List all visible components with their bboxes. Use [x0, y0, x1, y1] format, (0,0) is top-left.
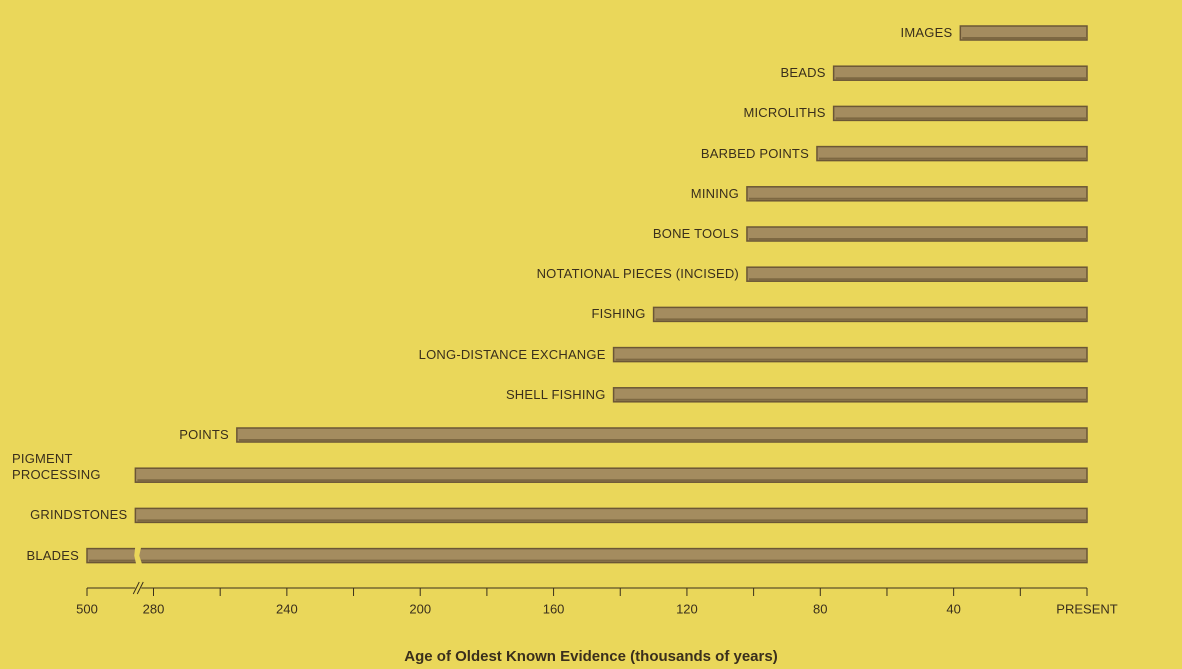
x-tick-label: 200 — [409, 601, 431, 616]
category-label: MINING — [691, 186, 739, 202]
x-tick-label: 280 — [143, 601, 165, 616]
x-tick-label: 40 — [946, 601, 960, 616]
x-axis-label: Age of Oldest Known Evidence (thousands … — [0, 648, 1182, 665]
x-tick-label: 500 — [76, 601, 98, 616]
category-label: BONE TOOLS — [653, 226, 739, 242]
chart-svg: 500 280 240 200 160 120 80 40 PRESENT — [0, 0, 1182, 669]
category-label: BEADS — [781, 65, 826, 81]
category-label: LONG-DISTANCE EXCHANGE — [419, 347, 606, 363]
chart: 500 280 240 200 160 120 80 40 PRESENT Age of Old… — [0, 0, 1182, 669]
category-label: MICROLITHS — [743, 105, 825, 121]
category-label: POINTS — [179, 427, 229, 443]
category-label: BLADES — [26, 548, 79, 564]
category-label: BARBED POINTS — [701, 146, 809, 162]
category-label: FISHING — [591, 306, 645, 322]
x-tick-label: 160 — [543, 601, 565, 616]
x-tick-label: 80 — [813, 601, 827, 616]
category-label: GRINDSTONES — [30, 507, 127, 523]
category-label: NOTATIONAL PIECES (INCISED) — [537, 266, 739, 282]
category-label: PIGMENT PROCESSING — [12, 451, 127, 483]
x-tick-label: 240 — [276, 601, 298, 616]
category-label: IMAGES — [901, 25, 953, 41]
x-tick-label: 120 — [676, 601, 698, 616]
category-label: SHELL FISHING — [506, 387, 606, 403]
x-tick-label: PRESENT — [1056, 601, 1117, 616]
